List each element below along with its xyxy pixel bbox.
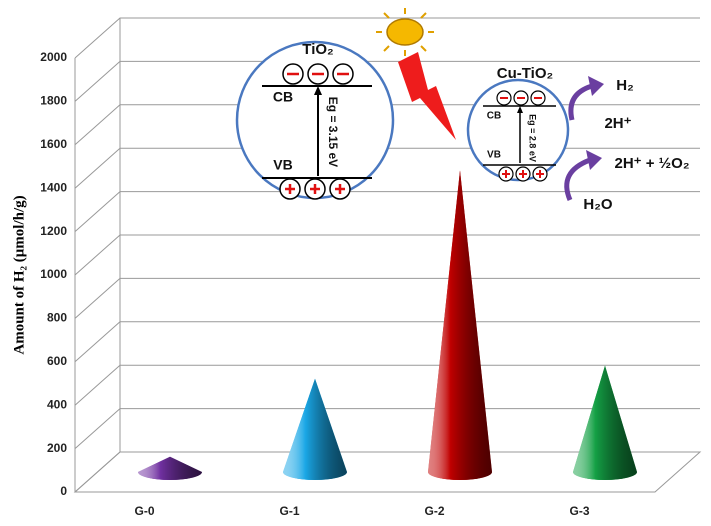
annotation: Eg = 2.8 eV xyxy=(528,114,538,162)
charge-circles xyxy=(279,63,354,200)
y-tick-label: 400 xyxy=(47,397,67,411)
annotation: H₂ xyxy=(616,77,634,94)
annotation: H₂O xyxy=(583,196,612,213)
cone-shade xyxy=(573,365,637,480)
annotation: VB xyxy=(273,157,292,173)
sun-icon xyxy=(376,8,434,56)
cone-shade xyxy=(428,170,492,480)
grid-line xyxy=(74,234,700,276)
grid-line xyxy=(74,191,700,232)
y-axis-label: Amount of H₂ (μmol/h/g) xyxy=(11,195,27,354)
x-tick-label: G-2 xyxy=(424,504,444,518)
grid-line xyxy=(74,451,700,493)
grid-line xyxy=(74,60,700,102)
cone-shade xyxy=(138,456,202,480)
grid-line xyxy=(74,277,700,319)
y-tick-label: 1800 xyxy=(40,94,67,108)
band-diagram: TiO₂ CB VB Eg = 3.15 eV Cu-TiO₂ CB VB Eg… xyxy=(235,8,690,213)
arrow-head xyxy=(517,106,523,113)
charge-signs xyxy=(500,97,544,178)
grid-line xyxy=(74,408,700,449)
y-tick-label: 2000 xyxy=(40,50,67,64)
annotation: VB xyxy=(487,150,501,161)
lightning-icon xyxy=(398,52,456,140)
arrow-head xyxy=(314,86,322,95)
arrow-head xyxy=(588,76,604,96)
y-tick-label: 0 xyxy=(60,484,67,498)
grid-line xyxy=(74,17,700,59)
annotation: 2H⁺ + ½O₂ xyxy=(614,155,689,172)
annotation: CB xyxy=(273,89,293,105)
y-tick-label: 600 xyxy=(47,354,67,368)
y-tick-label: 1600 xyxy=(40,137,67,151)
grid-line xyxy=(74,364,700,406)
x-tick-label: G-3 xyxy=(569,504,589,518)
annotation: Cu-TiO₂ xyxy=(497,65,553,82)
y-tick-label: 200 xyxy=(47,441,67,455)
y-tick-label: 1000 xyxy=(40,267,67,281)
grid-line xyxy=(74,147,700,189)
y-tick-label: 800 xyxy=(47,311,67,325)
reaction-arrows xyxy=(564,83,593,201)
annotation: Eg = 3.15 eV xyxy=(326,97,340,167)
y-tick-label: 1400 xyxy=(40,180,67,194)
charge-signs xyxy=(285,72,349,194)
inset-circle xyxy=(466,78,570,182)
y-tick-label: 1200 xyxy=(40,224,67,238)
plot-area: 0 200 400 600 800 1000 1200 1400 1600 1800 2000 G-0… xyxy=(40,17,702,518)
arrow-head xyxy=(586,150,602,170)
cone-shade xyxy=(283,378,347,480)
x-tick-label: G-0 xyxy=(134,504,154,518)
annotation: CB xyxy=(487,111,501,122)
annotation: TiO₂ xyxy=(302,41,333,58)
grid-line xyxy=(74,321,700,363)
x-tick-label: G-1 xyxy=(279,504,299,518)
annotation: 2H⁺ xyxy=(604,115,631,132)
